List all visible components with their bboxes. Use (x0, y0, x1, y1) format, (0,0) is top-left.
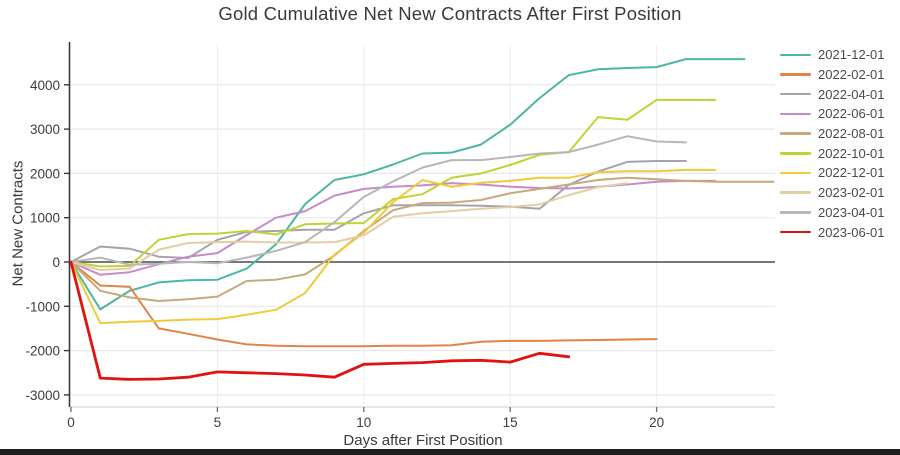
x-tick-label: 0 (67, 415, 75, 430)
x-tick-label: 5 (214, 415, 222, 430)
y-tick-label: 2000 (30, 166, 60, 181)
legend-swatch-icon (780, 230, 811, 234)
series-line-2022-08-01 (70, 176, 775, 302)
window-bottom-edge (0, 449, 900, 455)
legend-item-2023-02-01: 2023-02-01 (780, 183, 898, 203)
legend-label: 2022-12-01 (818, 165, 885, 181)
y-tick-label: 0 (52, 255, 60, 270)
legend-item-2022-04-01: 2022-04-01 (780, 84, 898, 104)
x-axis-title: Days after First Position (343, 432, 503, 449)
x-tick-label: 15 (503, 415, 518, 430)
legend-item-2022-02-01: 2022-02-01 (780, 65, 898, 85)
legend-item-2022-10-01: 2022-10-01 (780, 143, 898, 163)
legend-item-2022-06-01: 2022-06-01 (780, 104, 898, 124)
legend-label: 2022-10-01 (818, 145, 885, 161)
y-tick-label: 3000 (30, 122, 60, 137)
x-tick-label: 20 (649, 415, 664, 430)
legend-label: 2023-04-01 (818, 204, 885, 220)
y-tick-label: 4000 (30, 78, 60, 93)
legend-item-2021-12-01: 2021-12-01 (780, 45, 898, 65)
legend-swatch-icon (780, 73, 811, 76)
legend-swatch-icon (780, 92, 811, 96)
series-line-2021-12-01 (70, 58, 746, 311)
series-line-2022-06-01 (70, 179, 717, 276)
legend-label: 2022-06-01 (818, 106, 885, 122)
legend-item-2023-06-01: 2023-06-01 (780, 222, 898, 242)
y-tick-label: -3000 (25, 388, 60, 403)
legend-label: 2022-02-01 (818, 67, 885, 83)
y-tick-label: -2000 (25, 344, 60, 359)
y-tick-label: -1000 (25, 299, 60, 314)
legend-swatch-icon (780, 191, 811, 194)
series-line-2023-02-01 (70, 182, 629, 271)
series-line-2023-04-01 (70, 135, 687, 266)
chart-title: Gold Cumulative Net New Contracts After … (218, 3, 682, 24)
legend-swatch-icon (780, 152, 811, 155)
legend-item-2022-08-01: 2022-08-01 (780, 124, 898, 144)
x-tick-label: 10 (356, 415, 371, 430)
legend-label: 2022-04-01 (818, 86, 885, 102)
legend-swatch-icon (780, 112, 811, 116)
legend-label: 2023-02-01 (818, 185, 885, 201)
legend-swatch-icon (780, 132, 811, 135)
legend-swatch-icon (780, 211, 811, 214)
legend-swatch-icon (780, 171, 811, 175)
legend-label: 2023-06-01 (818, 224, 885, 240)
series-line-2023-06-01 (69, 260, 571, 381)
series-line-2022-10-01 (70, 98, 717, 268)
legend-swatch-icon (780, 53, 811, 57)
y-tick-label: 1000 (30, 211, 60, 226)
legend-item-2022-12-01: 2022-12-01 (780, 163, 898, 183)
series-line-2022-12-01 (70, 168, 717, 325)
series-line-2022-04-01 (70, 160, 687, 263)
legend-label: 2022-08-01 (818, 126, 885, 142)
legend-item-2023-04-01: 2023-04-01 (780, 203, 898, 223)
legend-label: 2021-12-01 (818, 47, 885, 63)
chart-legend: 2021-12-01 2022-02-01 2022-04-01 2022-06-01… (780, 45, 898, 242)
series-line-2022-02-01 (70, 261, 658, 348)
